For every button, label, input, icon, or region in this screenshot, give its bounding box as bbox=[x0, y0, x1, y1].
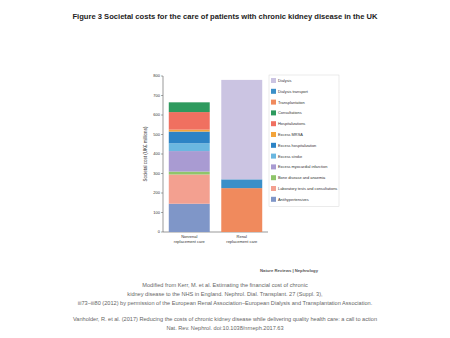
legend-label: Transplantation bbox=[278, 100, 305, 105]
legend-swatch bbox=[271, 78, 276, 83]
y-tick bbox=[161, 173, 163, 174]
legend-label: Dialysis transport bbox=[278, 89, 309, 94]
bar-segment bbox=[169, 151, 210, 171]
bar-segment bbox=[169, 102, 210, 103]
label-line: replacement care bbox=[226, 239, 258, 244]
legend-swatch bbox=[271, 110, 276, 115]
y-tick bbox=[161, 232, 163, 233]
bar-segment bbox=[169, 204, 210, 232]
bar-segment bbox=[221, 80, 262, 179]
x-tick-label: Nonrenalreplacement care bbox=[174, 234, 206, 244]
bar-segment bbox=[169, 174, 210, 203]
label-line: replacement care bbox=[174, 239, 206, 244]
legend-swatch bbox=[271, 143, 276, 148]
bar-segment bbox=[169, 102, 210, 103]
caption-line: Vanholder, R. et al. (2017) Reducing the… bbox=[73, 316, 377, 322]
bar-segment bbox=[169, 143, 210, 151]
y-tick bbox=[161, 193, 163, 194]
legend-swatch bbox=[271, 132, 276, 137]
legend-box bbox=[269, 75, 339, 207]
y-tick-label: 0 bbox=[158, 229, 161, 234]
legend-swatch bbox=[271, 154, 276, 159]
legend-label: Laboratory tests and consultations bbox=[278, 186, 337, 191]
legend-label: Excess hospitalization bbox=[278, 143, 316, 148]
title: Figure 3 Societal costs for the care of … bbox=[72, 12, 378, 21]
bar-segment bbox=[169, 112, 210, 130]
y-tick bbox=[161, 134, 163, 135]
legend-swatch bbox=[271, 164, 276, 169]
y-tick bbox=[161, 154, 163, 155]
y-tick bbox=[161, 115, 163, 116]
y-tick bbox=[161, 76, 163, 77]
y-tick-label: 800 bbox=[153, 73, 160, 78]
y-tick-label: 200 bbox=[153, 190, 160, 195]
caption-line: Modified from Kerr, M. et al. Estimating… bbox=[142, 282, 308, 288]
legend-swatch bbox=[271, 175, 276, 180]
bars bbox=[169, 80, 262, 232]
caption-line: iii73–iii80 (2012) by permission of the … bbox=[78, 300, 373, 306]
legend-label: Excess MRSA bbox=[278, 132, 303, 137]
bar-segment bbox=[169, 102, 210, 112]
legend-swatch bbox=[271, 121, 276, 126]
y-tick bbox=[161, 95, 163, 96]
bar-segment bbox=[169, 102, 210, 103]
y-axis-label: Societal cost (UK£ millions) bbox=[143, 126, 148, 181]
legend-label: Hospitalizations bbox=[278, 121, 305, 126]
x-tick-label: Renalreplacement care bbox=[226, 234, 258, 244]
y-tick bbox=[161, 212, 163, 213]
bar-segment bbox=[169, 130, 210, 132]
y-tick-label: 400 bbox=[153, 151, 160, 156]
bar-segment bbox=[221, 179, 262, 188]
legend-swatch bbox=[271, 197, 276, 202]
y-tick-label: 100 bbox=[153, 210, 160, 215]
bar-segment bbox=[221, 188, 262, 232]
legend-swatch bbox=[271, 89, 276, 94]
y-tick-label: 300 bbox=[153, 171, 160, 176]
legend-label: Excess myocardial infarction bbox=[278, 164, 327, 169]
legend-label: Dialysis bbox=[278, 78, 291, 83]
legend-label: Antihypertensives bbox=[278, 197, 309, 202]
figure: Figure 3 Societal costs for the care of … bbox=[0, 0, 450, 338]
caption-line: Nat. Rev. Nephrol. doi:10.1038/nrneph.20… bbox=[166, 325, 283, 331]
legend-swatch bbox=[271, 100, 276, 105]
bar-segment bbox=[169, 132, 210, 144]
journal-credit: Nature Reviews | Nephrology bbox=[260, 268, 319, 273]
legend-label: Bone disease and anaemia bbox=[278, 175, 326, 180]
y-tick-label: 500 bbox=[153, 132, 160, 137]
legend-label: Excess stroke bbox=[278, 154, 302, 159]
bar-segment bbox=[169, 172, 210, 175]
legend-swatch bbox=[271, 186, 276, 191]
legend-label: Consultations bbox=[278, 110, 302, 115]
y-tick-label: 600 bbox=[153, 112, 160, 117]
caption-line: kidney disease to the NHS in England. Ne… bbox=[127, 291, 323, 297]
y-tick-label: 700 bbox=[153, 93, 160, 98]
